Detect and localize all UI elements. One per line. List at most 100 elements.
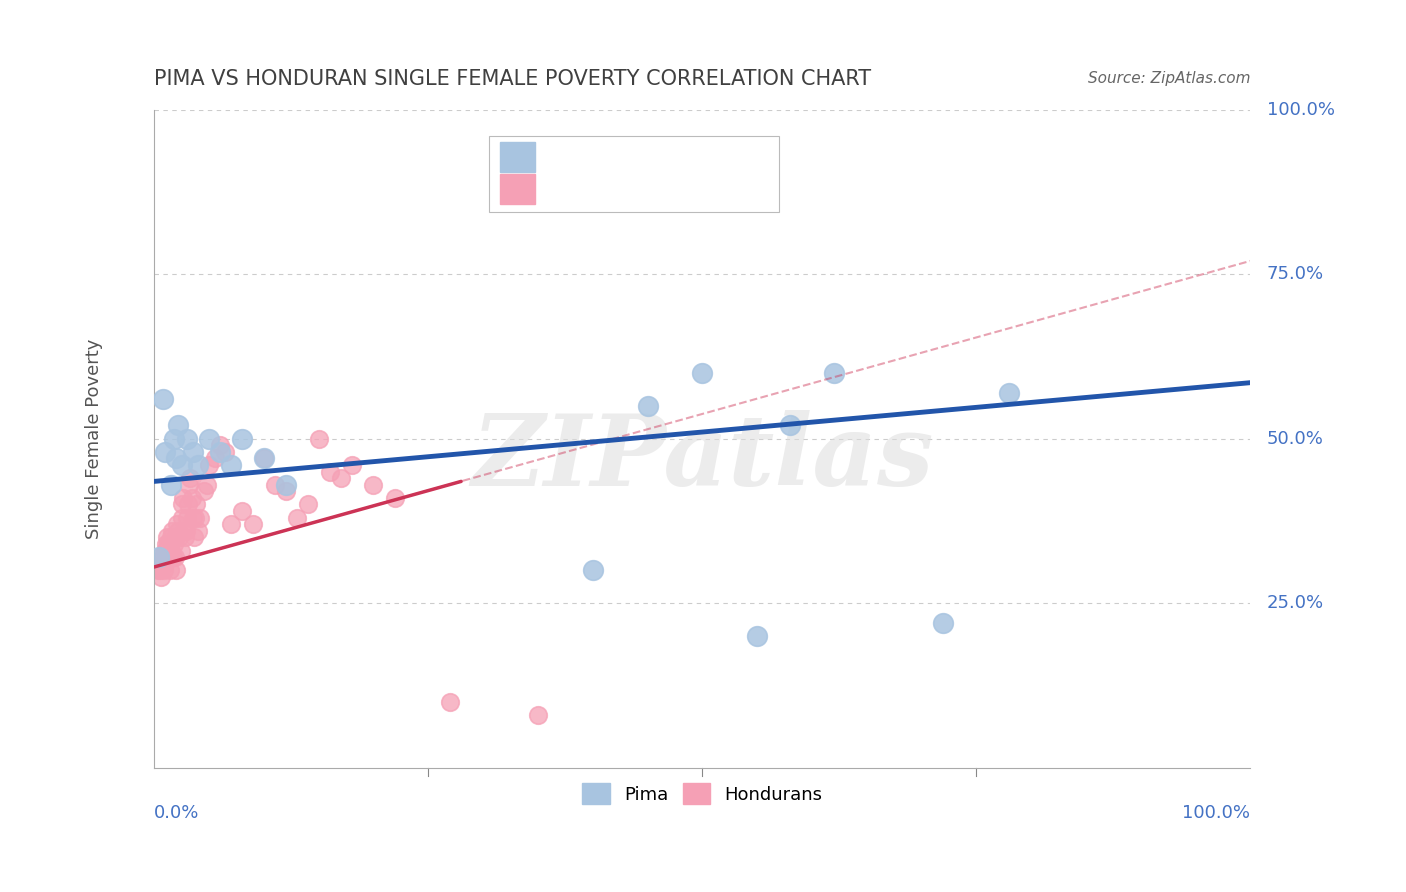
Point — [170, 498, 193, 512]
Point — [172, 491, 194, 505]
Point — [318, 465, 340, 479]
Point — [152, 392, 174, 406]
Point — [155, 537, 177, 551]
Text: Single Female Poverty: Single Female Poverty — [84, 338, 103, 539]
Point — [219, 517, 242, 532]
Point — [153, 563, 176, 577]
Point — [170, 458, 193, 472]
Point — [214, 444, 236, 458]
Text: ZIPatlas: ZIPatlas — [471, 410, 934, 507]
Point — [308, 432, 330, 446]
Point — [779, 418, 801, 433]
Point — [180, 491, 202, 505]
Point — [204, 451, 226, 466]
Point — [162, 550, 184, 565]
Point — [363, 477, 385, 491]
Point — [159, 543, 181, 558]
Point — [183, 530, 205, 544]
Point — [159, 563, 181, 577]
Point — [152, 550, 174, 565]
Point — [181, 510, 204, 524]
Point — [181, 444, 204, 458]
Point — [149, 570, 172, 584]
Point — [174, 530, 197, 544]
Point — [176, 432, 198, 446]
Point — [297, 498, 319, 512]
Point — [231, 432, 253, 446]
Point — [527, 708, 550, 723]
Point — [149, 563, 172, 577]
Point — [242, 517, 264, 532]
Point — [285, 510, 308, 524]
Point — [169, 530, 191, 544]
Point — [173, 524, 195, 538]
Text: 75.0%: 75.0% — [1267, 265, 1324, 283]
Point — [187, 524, 209, 538]
Point — [329, 471, 352, 485]
Point — [153, 557, 176, 571]
Point — [165, 550, 187, 565]
Point — [174, 524, 197, 538]
Point — [219, 458, 242, 472]
Point — [932, 615, 955, 630]
Point — [582, 563, 605, 577]
Point — [179, 471, 201, 485]
Text: 100.0%: 100.0% — [1267, 101, 1334, 119]
Point — [208, 438, 231, 452]
Point — [998, 385, 1021, 400]
Point — [156, 530, 179, 544]
Point — [163, 537, 186, 551]
Text: R = 0.249   N = 65: R = 0.249 N = 65 — [553, 179, 745, 199]
FancyBboxPatch shape — [499, 174, 534, 204]
Point — [159, 530, 181, 544]
Point — [231, 504, 253, 518]
Point — [692, 366, 714, 380]
Point — [176, 510, 198, 524]
Text: 50.0%: 50.0% — [1267, 430, 1323, 448]
Point — [198, 432, 221, 446]
Point — [253, 451, 276, 466]
Point — [160, 524, 183, 538]
Point — [187, 458, 209, 472]
Point — [153, 444, 176, 458]
FancyBboxPatch shape — [488, 136, 779, 211]
Point — [637, 399, 659, 413]
Point — [165, 451, 187, 466]
Point — [165, 563, 187, 577]
Point — [184, 498, 207, 512]
Point — [208, 444, 231, 458]
Point — [167, 418, 190, 433]
Point — [146, 563, 169, 577]
Point — [263, 477, 285, 491]
Point — [167, 524, 190, 538]
Text: 25.0%: 25.0% — [1267, 594, 1324, 612]
Point — [159, 477, 181, 491]
Point — [169, 543, 191, 558]
Point — [340, 458, 363, 472]
Point — [150, 557, 173, 571]
Point — [384, 491, 406, 505]
Point — [163, 432, 186, 446]
Point — [198, 458, 221, 472]
Point — [747, 629, 769, 643]
Text: PIMA VS HONDURAN SINGLE FEMALE POVERTY CORRELATION CHART: PIMA VS HONDURAN SINGLE FEMALE POVERTY C… — [155, 69, 872, 88]
Point — [166, 517, 188, 532]
Point — [170, 510, 193, 524]
Point — [253, 451, 276, 466]
Text: Source: ZipAtlas.com: Source: ZipAtlas.com — [1088, 71, 1250, 87]
Point — [195, 477, 218, 491]
Legend: Pima, Hondurans: Pima, Hondurans — [575, 776, 830, 812]
Text: 0.0%: 0.0% — [155, 804, 200, 822]
Point — [156, 550, 179, 565]
Point — [193, 484, 215, 499]
Point — [148, 550, 170, 565]
Point — [165, 530, 187, 544]
FancyBboxPatch shape — [499, 142, 534, 172]
Point — [184, 510, 207, 524]
Point — [823, 366, 845, 380]
Text: R = 0.300   N = 25: R = 0.300 N = 25 — [553, 147, 745, 167]
Point — [274, 477, 297, 491]
Point — [439, 695, 461, 709]
Point — [274, 484, 297, 499]
Text: 100.0%: 100.0% — [1182, 804, 1250, 822]
